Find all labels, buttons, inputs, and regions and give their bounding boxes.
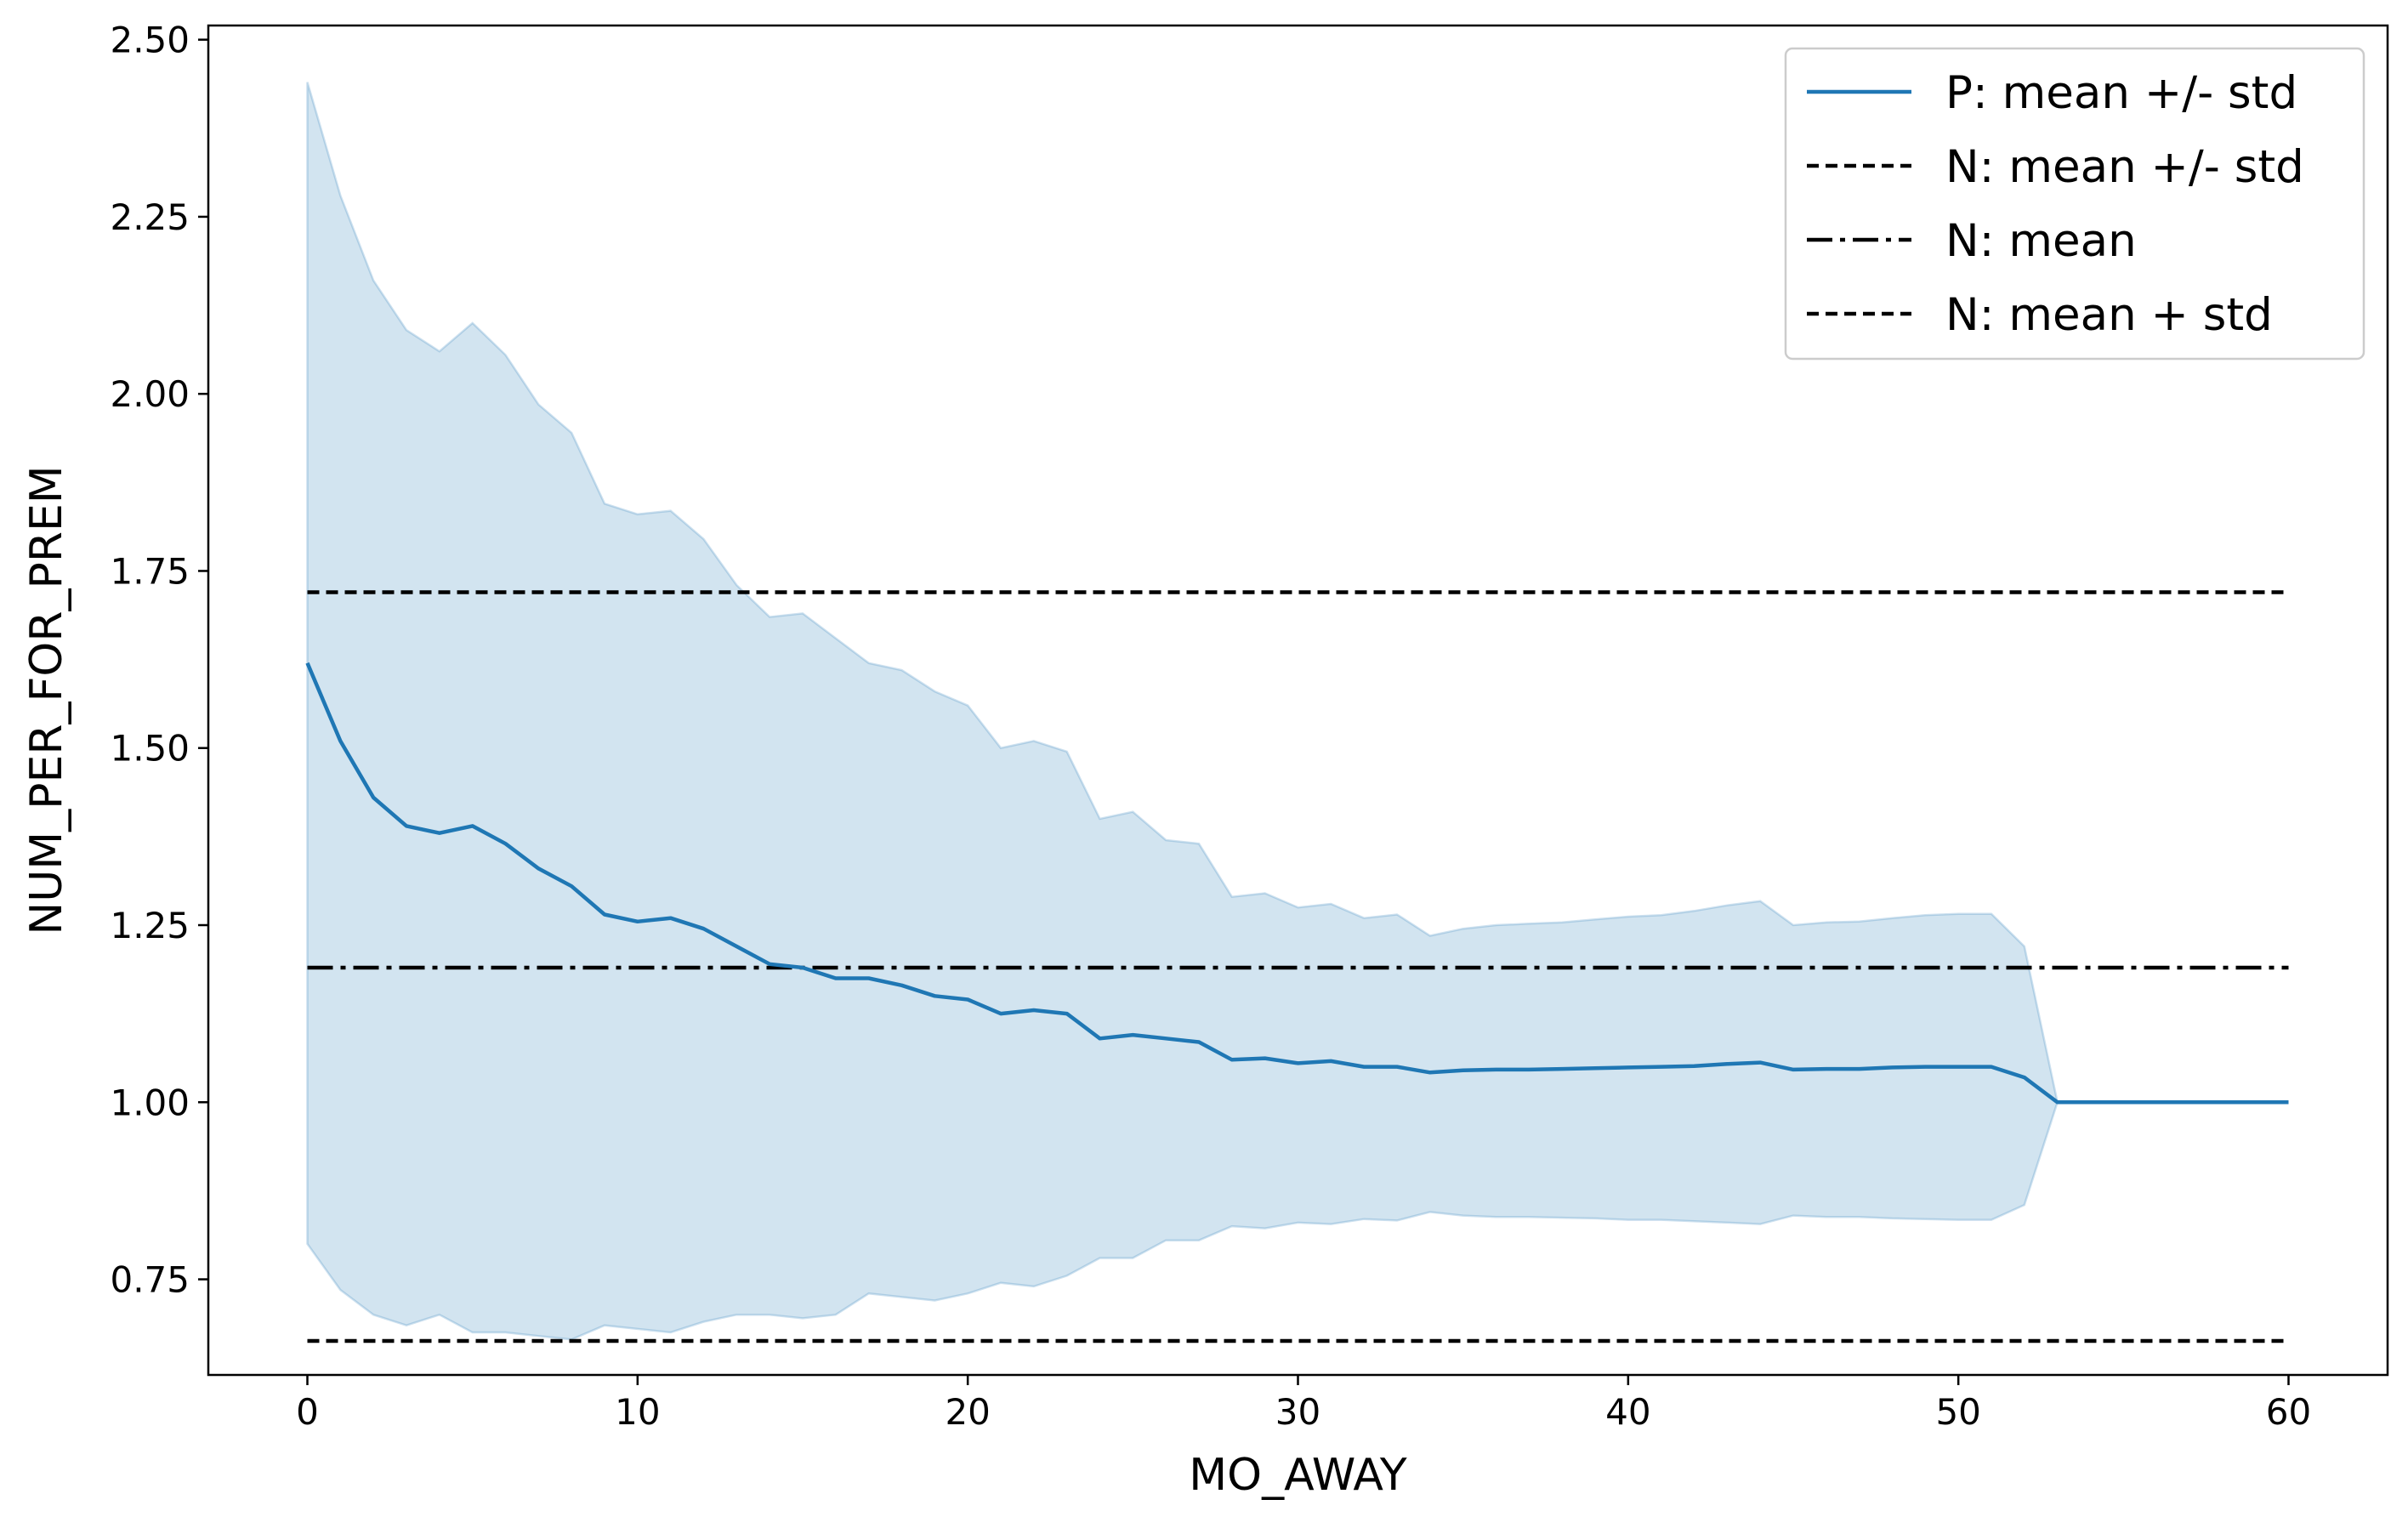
y-tick-label: 1.75 [110, 550, 190, 592]
y-axis-label: NUM_PER_FOR_PREM [21, 465, 72, 934]
y-tick-label: 1.25 [110, 905, 190, 946]
y-tick-label: 0.75 [110, 1259, 190, 1301]
series-p-mean-line [305, 662, 2289, 1105]
y-tick-label: 2.00 [110, 373, 190, 415]
x-tick-label: 0 [296, 1391, 319, 1433]
legend-label-1: P: mean +/- std [1945, 67, 2297, 119]
y-tick-label: 1.50 [110, 728, 190, 770]
legend-label-4: N: mean + std [1945, 289, 2273, 341]
legend-box [1784, 47, 2365, 361]
x-tick-label: 50 [1935, 1391, 1980, 1433]
x-tick-label: 10 [615, 1391, 660, 1433]
y-tick-label: 1.00 [110, 1082, 190, 1123]
y-tick-label: 2.25 [110, 196, 190, 238]
x-tick-label: 20 [945, 1391, 990, 1433]
legend: P: mean +/- std N: mean +/- std N: mean N: … [1784, 47, 2365, 361]
legend-label-3: N: mean [1945, 215, 2137, 267]
plot-area [305, 82, 2289, 1343]
x-tick-label: 30 [1275, 1391, 1320, 1433]
x-tick-label: 60 [2266, 1391, 2311, 1433]
legend-items: P: mean +/- std N: mean +/- std N: mean N: … [1807, 67, 2304, 341]
legend-label-2: N: mean +/- std [1945, 141, 2304, 193]
y-tick-label: 2.50 [110, 20, 190, 61]
x-tick-label: 40 [1605, 1391, 1650, 1433]
x-axis-label: MO_AWAY [1189, 1450, 1407, 1501]
axes: 0 10 20 30 40 50 60 0.75 1.00 1.25 1.50 1.75 2.00 2.2… [110, 20, 2311, 1433]
